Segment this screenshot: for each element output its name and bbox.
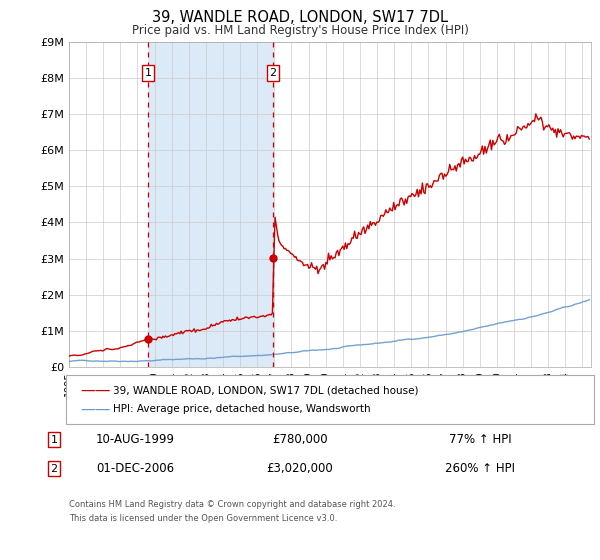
Text: 01-DEC-2006: 01-DEC-2006 (96, 462, 174, 475)
Text: 1: 1 (50, 435, 58, 445)
Text: 260% ↑ HPI: 260% ↑ HPI (445, 462, 515, 475)
Text: 10-AUG-1999: 10-AUG-1999 (96, 433, 175, 446)
Text: 2: 2 (269, 68, 277, 78)
Text: 2: 2 (50, 464, 58, 474)
Text: This data is licensed under the Open Government Licence v3.0.: This data is licensed under the Open Gov… (69, 514, 337, 523)
Text: Price paid vs. HM Land Registry's House Price Index (HPI): Price paid vs. HM Land Registry's House … (131, 24, 469, 36)
Text: ——: —— (80, 383, 110, 398)
Text: 77% ↑ HPI: 77% ↑ HPI (449, 433, 511, 446)
Text: 1: 1 (145, 68, 151, 78)
Text: £3,020,000: £3,020,000 (266, 462, 334, 475)
Text: £780,000: £780,000 (272, 433, 328, 446)
Text: 39, WANDLE ROAD, LONDON, SW17 7DL: 39, WANDLE ROAD, LONDON, SW17 7DL (152, 10, 448, 25)
Bar (148, 42, 273, 367)
Text: 39, WANDLE ROAD, LONDON, SW17 7DL (detached house): 39, WANDLE ROAD, LONDON, SW17 7DL (detac… (113, 385, 418, 395)
Text: ——: —— (80, 402, 110, 416)
Text: HPI: Average price, detached house, Wandsworth: HPI: Average price, detached house, Wand… (113, 404, 370, 414)
Text: Contains HM Land Registry data © Crown copyright and database right 2024.: Contains HM Land Registry data © Crown c… (69, 500, 395, 508)
